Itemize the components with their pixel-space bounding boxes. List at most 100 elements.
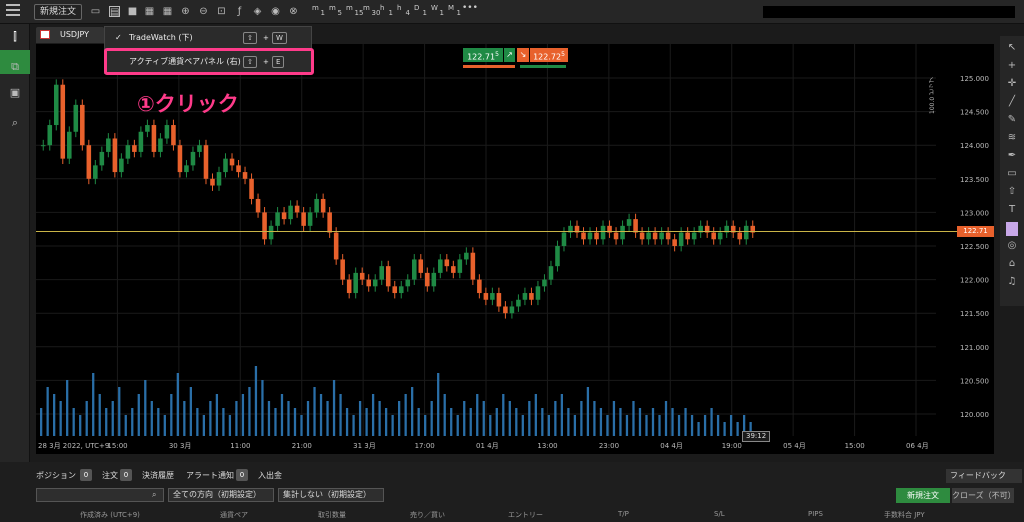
timeframe-label[interactable]: m xyxy=(329,4,336,12)
chart-tab-usdjpy[interactable]: USDJPY xyxy=(36,27,104,43)
menu-item-active-pair-panel[interactable]: アクティブ通貨ペアパネル (右) ⇧ + E xyxy=(105,52,311,72)
timeframe-label[interactable]: m xyxy=(312,4,319,12)
timeframe-label[interactable]: m xyxy=(346,4,353,12)
color-swatch[interactable] xyxy=(1006,222,1018,236)
cursor-icon[interactable]: ↖ xyxy=(1007,42,1017,53)
timeframe-label[interactable]: 5 xyxy=(337,9,342,17)
aggregate-filter[interactable]: 集計しない（初期設定） xyxy=(278,488,384,502)
candle-body xyxy=(353,272,358,294)
calendar-icon[interactable]: ▣ xyxy=(9,86,21,99)
column-header[interactable]: 手数料合 JPY xyxy=(884,511,925,519)
fibonacci-icon[interactable]: ≋ xyxy=(1007,132,1017,143)
column-header[interactable]: S/L xyxy=(714,510,725,518)
timeframe-label[interactable]: 15 xyxy=(354,9,364,17)
copy-icon[interactable]: ⧉ xyxy=(11,60,19,73)
timeframe-label[interactable]: W xyxy=(431,4,438,12)
search-icon[interactable]: ⌕ xyxy=(11,116,19,129)
timeframe-label[interactable]: D xyxy=(414,4,420,12)
buy-arrow-icon[interactable]: ↘ xyxy=(517,48,529,62)
tab-orders[interactable]: 注文 xyxy=(102,471,118,480)
buy-price-button[interactable]: 122.725 xyxy=(530,48,568,62)
candlestick-icon[interactable]: ⫿ xyxy=(13,30,17,43)
tab-positions[interactable]: ポジション xyxy=(36,471,76,480)
price-chart[interactable]: 125.000 124.500 124.000 123.500 123.000 122.5… xyxy=(36,44,994,454)
rectangle-icon[interactable]: ▭ xyxy=(1007,168,1017,179)
layers-icon[interactable]: ◈ xyxy=(253,6,262,17)
column-header[interactable]: T/P xyxy=(618,510,629,518)
candle-body xyxy=(301,212,306,226)
chart-canvas[interactable]: 125.000 124.500 124.000 123.500 123.000 122.5… xyxy=(36,44,994,454)
column-header[interactable]: 売り／買い xyxy=(410,511,445,519)
grid-4-icon[interactable]: ▦ xyxy=(162,6,173,17)
menu-icon[interactable] xyxy=(6,4,20,18)
timeframe-label[interactable]: 1 xyxy=(388,9,393,17)
grid-2-icon[interactable]: ▦ xyxy=(144,6,155,17)
menu-item-tradewatch[interactable]: ✓ TradeWatch (下) ⇧ + W xyxy=(105,28,311,48)
volume-bar xyxy=(267,401,271,436)
column-header[interactable]: PIPS xyxy=(808,510,823,518)
volume-bar xyxy=(729,415,733,436)
zoom-out-icon[interactable]: ⊖ xyxy=(199,6,208,17)
crosshair-icon[interactable]: ⊗ xyxy=(289,6,298,17)
zoom-in-icon[interactable]: ⊕ xyxy=(181,6,190,17)
volume-bar xyxy=(677,415,681,436)
indicator-icon[interactable]: ƒ xyxy=(237,6,242,17)
timeframe-label[interactable]: 1 xyxy=(439,9,444,17)
candle-body xyxy=(119,158,124,173)
arrow-up-icon[interactable]: ⇧ xyxy=(1007,186,1017,197)
new-order-bottom-button[interactable]: 新規注文 xyxy=(896,488,950,503)
fit-icon[interactable]: ⊡ xyxy=(217,6,226,17)
candle-body xyxy=(574,225,580,233)
sell-price-button[interactable]: 122.715 xyxy=(463,48,503,62)
candle-body xyxy=(171,125,176,146)
chart-type-icon[interactable]: ▭ xyxy=(90,6,101,17)
pip-scale-label: 100.0 ピップ xyxy=(929,76,936,114)
eye-icon[interactable]: ◉ xyxy=(271,6,280,17)
column-header[interactable]: 作成済み (UTC+9) xyxy=(80,511,140,519)
timeframe-label[interactable]: 1 xyxy=(422,9,427,17)
x-tick-label: 21:00 xyxy=(292,442,312,450)
target-icon[interactable]: ◎ xyxy=(1007,240,1017,251)
cross-tool-icon[interactable]: ✛ xyxy=(1007,78,1017,89)
timeframe-label[interactable]: M xyxy=(448,4,455,12)
timeframe-label[interactable]: 1 xyxy=(456,9,461,17)
filter-blank[interactable] xyxy=(36,488,164,502)
sell-arrow-icon[interactable]: ↗ xyxy=(504,48,515,62)
text-icon[interactable]: T xyxy=(1008,204,1016,215)
volume-bar xyxy=(228,415,232,436)
candle-body xyxy=(106,138,111,152)
candle-body xyxy=(581,232,586,240)
bell-icon[interactable]: ♫ xyxy=(1007,276,1017,287)
new-order-button[interactable]: 新規注文 xyxy=(34,4,83,20)
sidebar-item-chart[interactable] xyxy=(0,50,30,74)
column-header[interactable]: 取引数量 xyxy=(318,511,346,519)
search-icon[interactable]: ⌕ xyxy=(152,490,157,499)
volume-bar xyxy=(371,394,375,436)
layout-icon[interactable]: ▤ xyxy=(109,6,120,18)
column-header[interactable]: エントリー xyxy=(508,511,543,519)
direction-filter[interactable]: 全ての方向（初期設定） xyxy=(168,488,274,502)
timeframe-label[interactable]: h xyxy=(397,4,402,12)
volume-bar xyxy=(326,401,329,436)
brush-icon[interactable]: ✎ xyxy=(1007,114,1017,125)
tab-deposit[interactable]: 入出金 xyxy=(258,471,282,480)
volume-bar xyxy=(85,401,88,436)
close-button[interactable]: クローズ（不可） xyxy=(952,488,1016,503)
timeframe-label[interactable]: m xyxy=(363,4,370,12)
crosshair-tool-icon[interactable]: + xyxy=(1007,60,1017,71)
timeframe-label[interactable]: 30 xyxy=(371,9,381,17)
tab-alerts[interactable]: アラート通知 xyxy=(186,471,234,480)
timeframe-label[interactable]: 1 xyxy=(320,9,325,17)
timeframe-label[interactable]: h xyxy=(380,4,385,12)
single-window-icon[interactable]: ■ xyxy=(127,6,138,17)
pen-icon[interactable]: ✒ xyxy=(1007,150,1017,161)
volume-bar xyxy=(697,422,700,436)
timeframe-label[interactable]: 4 xyxy=(405,9,410,17)
feedback-button[interactable]: フィードバック xyxy=(946,469,1022,483)
column-header[interactable]: 通貨ペア xyxy=(220,511,248,519)
camera-icon[interactable]: ⌂ xyxy=(1008,258,1016,269)
volume-bar xyxy=(92,373,95,436)
line-icon[interactable]: ╱ xyxy=(1008,96,1016,107)
tab-history[interactable]: 決済履歴 xyxy=(142,471,174,480)
more-button[interactable]: ••• xyxy=(462,3,478,13)
